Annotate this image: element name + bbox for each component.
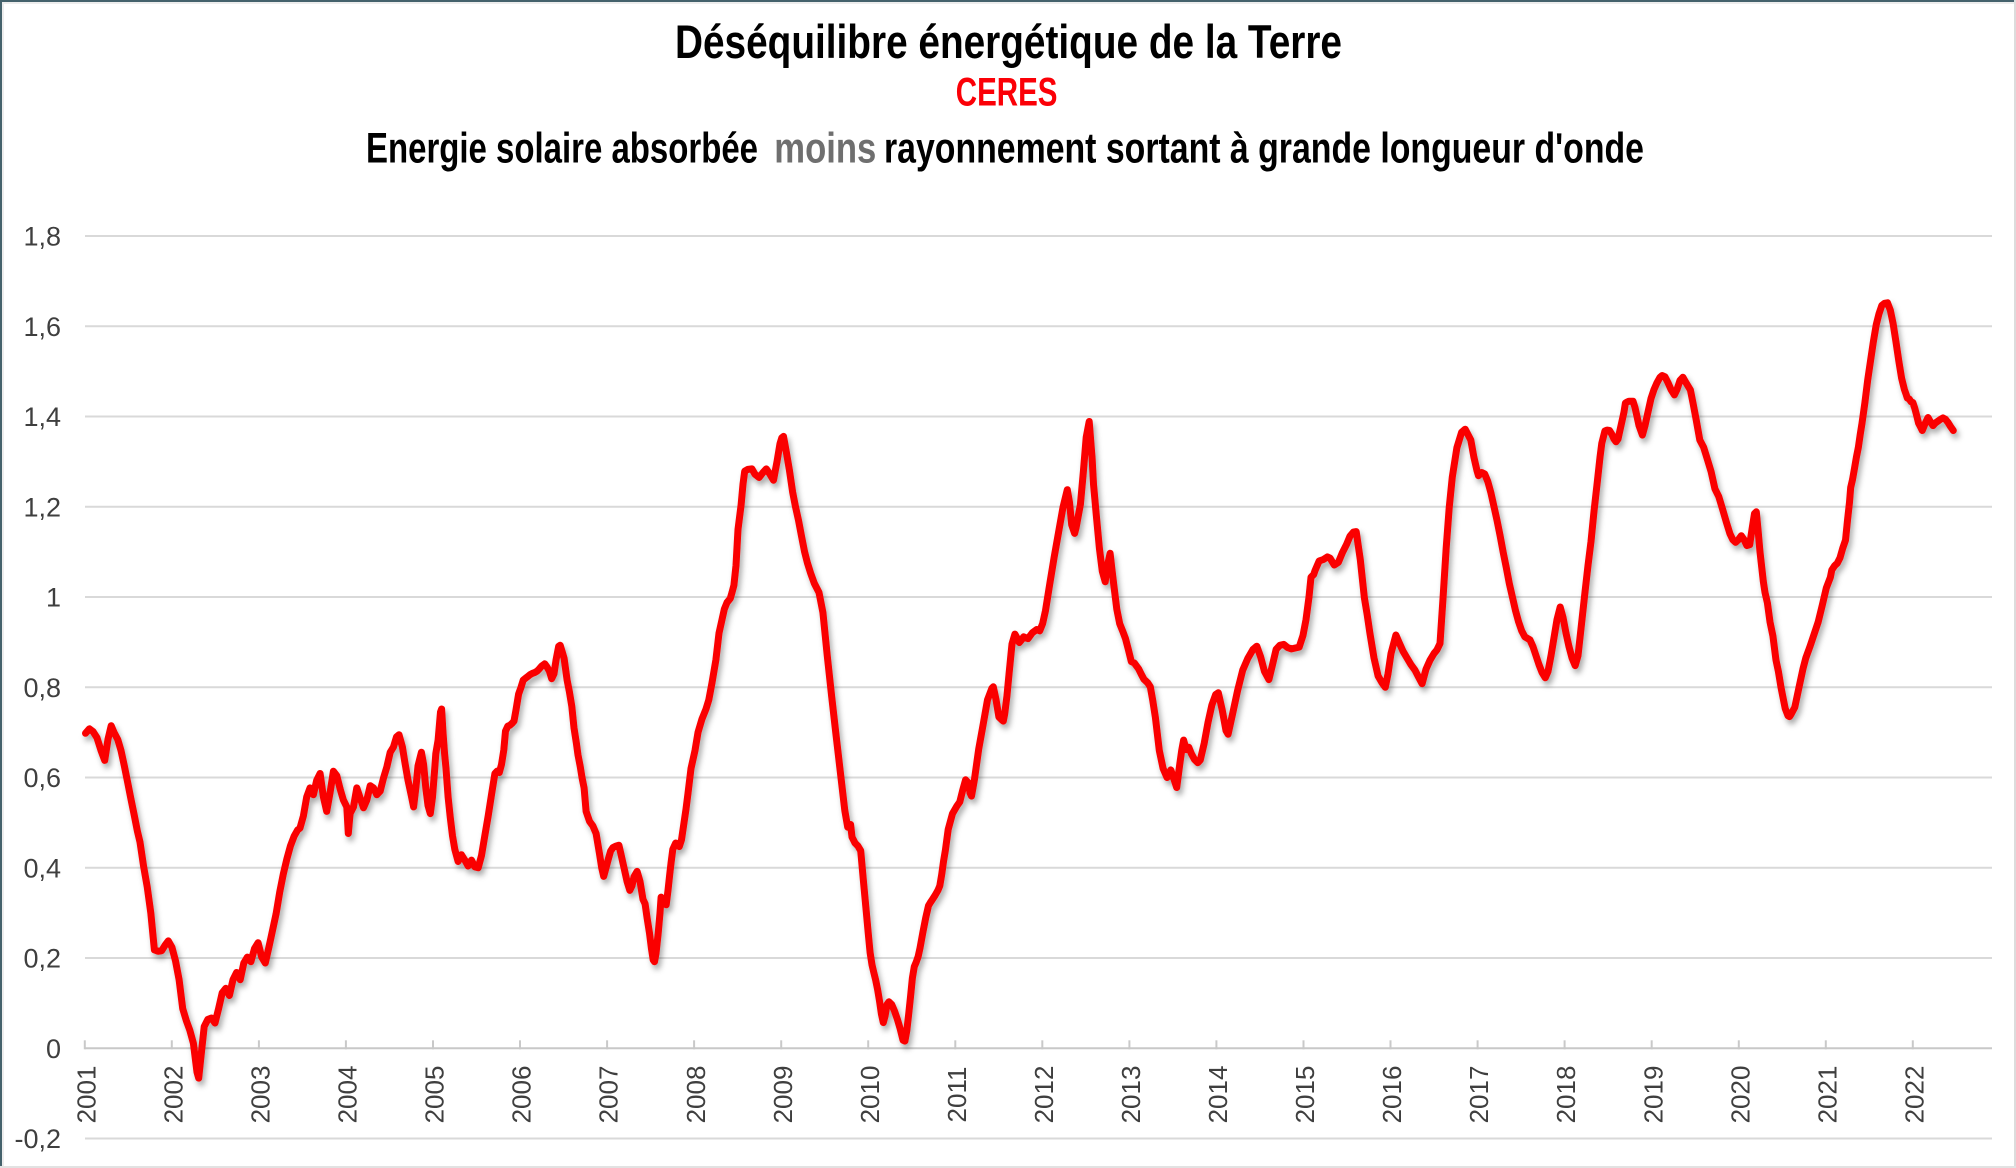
svg-text:2018: 2018 xyxy=(1551,1066,1581,1124)
svg-text:1,2: 1,2 xyxy=(23,492,61,522)
svg-text:rayonnement sortant à grande l: rayonnement sortant à grande longueur d'… xyxy=(884,125,1644,173)
svg-text:2019: 2019 xyxy=(1638,1066,1668,1124)
svg-text:0,4: 0,4 xyxy=(23,853,61,883)
svg-text:2010: 2010 xyxy=(855,1066,885,1124)
svg-text:1,6: 1,6 xyxy=(23,312,61,342)
svg-text:2008: 2008 xyxy=(681,1066,711,1124)
svg-text:Déséquilibre énergétique de la: Déséquilibre énergétique de la Terre xyxy=(675,15,1342,68)
svg-text:0,8: 0,8 xyxy=(23,673,61,703)
svg-text:2011: 2011 xyxy=(942,1067,972,1123)
svg-text:2017: 2017 xyxy=(1464,1066,1494,1124)
svg-text:CERES: CERES xyxy=(956,71,1058,115)
svg-text:2014: 2014 xyxy=(1203,1066,1233,1124)
svg-text:2015: 2015 xyxy=(1290,1066,1320,1124)
svg-text:-0,2: -0,2 xyxy=(14,1124,61,1154)
svg-text:2012: 2012 xyxy=(1029,1066,1059,1124)
svg-text:2002: 2002 xyxy=(158,1066,188,1124)
svg-text:0: 0 xyxy=(46,1034,61,1064)
svg-text:moins: moins xyxy=(774,125,876,173)
svg-text:2005: 2005 xyxy=(420,1066,450,1124)
svg-text:2016: 2016 xyxy=(1377,1066,1407,1124)
svg-text:2022: 2022 xyxy=(1899,1066,1929,1124)
svg-text:2003: 2003 xyxy=(246,1066,276,1124)
svg-text:1: 1 xyxy=(46,583,61,613)
svg-text:0,6: 0,6 xyxy=(23,763,61,793)
svg-text:2001: 2001 xyxy=(71,1066,101,1124)
svg-text:2004: 2004 xyxy=(333,1066,363,1124)
svg-text:2021: 2021 xyxy=(1812,1066,1842,1124)
svg-text:2007: 2007 xyxy=(594,1066,624,1124)
svg-text:1,4: 1,4 xyxy=(23,402,61,432)
svg-text:2006: 2006 xyxy=(507,1066,537,1124)
svg-text:1,8: 1,8 xyxy=(23,222,61,252)
svg-text:2013: 2013 xyxy=(1116,1066,1146,1124)
svg-text:Energie solaire absorbée: Energie solaire absorbée xyxy=(366,125,758,173)
svg-text:0,2: 0,2 xyxy=(23,944,61,974)
svg-text:2020: 2020 xyxy=(1725,1066,1755,1124)
svg-text:2009: 2009 xyxy=(768,1066,798,1124)
